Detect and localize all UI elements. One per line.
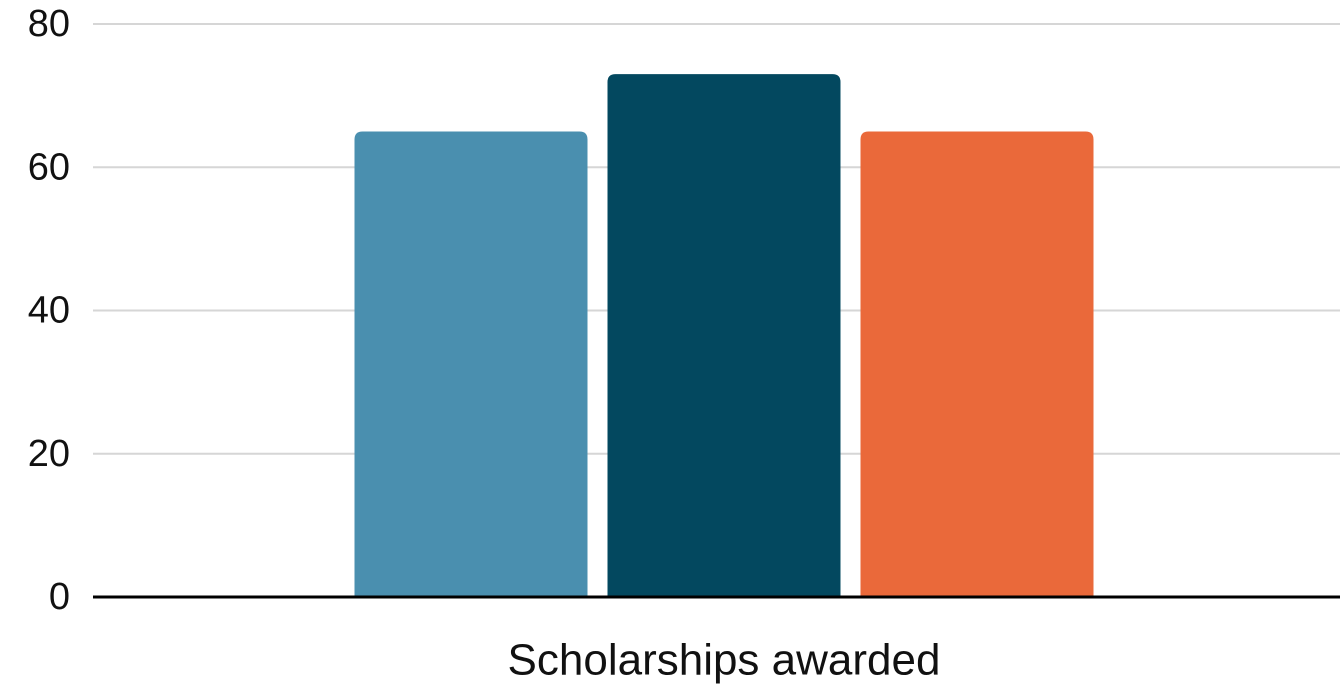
- y-tick-label: 0: [49, 576, 70, 618]
- x-axis-category-labels: Scholarships awarded: [508, 636, 941, 685]
- y-tick-label: 40: [28, 290, 70, 332]
- x-category-label: Scholarships awarded: [508, 636, 941, 685]
- bar-series-3: [860, 131, 1094, 597]
- bar-series-1: [354, 131, 588, 597]
- bars: [354, 74, 1094, 597]
- y-tick-label: 20: [28, 433, 70, 475]
- y-tick-label: 60: [28, 146, 70, 188]
- y-tick-label: 80: [28, 3, 70, 45]
- y-axis-tick-labels: 0 20 40 60 80: [28, 3, 70, 618]
- bar-series-2: [607, 74, 841, 597]
